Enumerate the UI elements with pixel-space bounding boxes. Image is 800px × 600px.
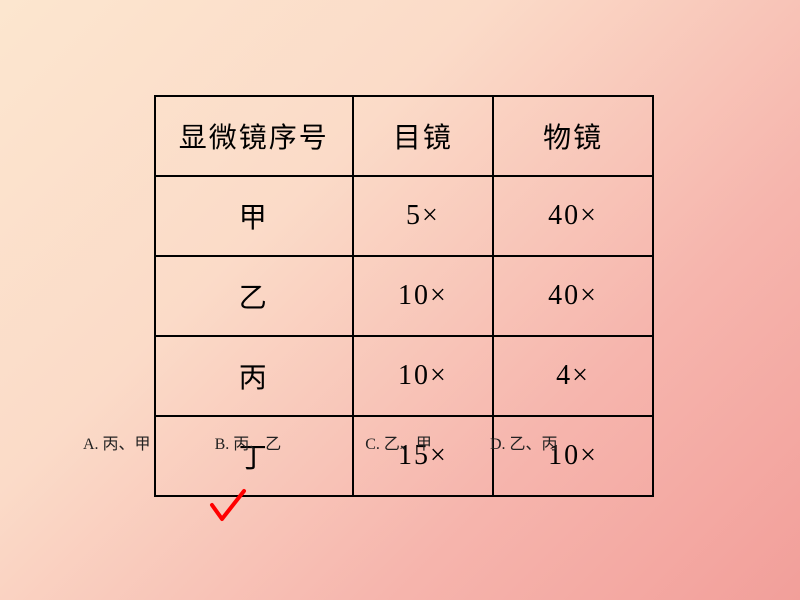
cell: 40× bbox=[493, 256, 653, 336]
table-row: 甲 5× 40× bbox=[155, 176, 653, 256]
checkmark-icon bbox=[208, 487, 248, 527]
cell: 15× bbox=[353, 416, 494, 496]
cell: 丙 bbox=[155, 336, 353, 416]
option-d: D. 乙、丙 bbox=[490, 430, 558, 454]
cell: 10× bbox=[493, 416, 653, 496]
table-row: 丁 15× 10× bbox=[155, 416, 653, 496]
header-cell: 显微镜序号 bbox=[155, 96, 353, 176]
option-b: B. 丙、乙 bbox=[215, 430, 282, 454]
cell: 10× bbox=[353, 256, 494, 336]
cell: 4× bbox=[493, 336, 653, 416]
header-cell: 物镜 bbox=[493, 96, 653, 176]
table-row: 丙 10× 4× bbox=[155, 336, 653, 416]
cell: 5× bbox=[353, 176, 494, 256]
table-row: 乙 10× 40× bbox=[155, 256, 653, 336]
answer-options: A. 丙、甲 B. 丙、乙 C. 乙、甲 D. 乙、丙 bbox=[83, 430, 723, 454]
option-c: C. 乙、甲 bbox=[365, 430, 432, 454]
cell: 甲 bbox=[155, 176, 353, 256]
cell: 乙 bbox=[155, 256, 353, 336]
table-row: 显微镜序号 目镜 物镜 bbox=[155, 96, 653, 176]
cell: 40× bbox=[493, 176, 653, 256]
option-a: A. 丙、甲 bbox=[83, 430, 151, 454]
cell: 10× bbox=[353, 336, 494, 416]
header-cell: 目镜 bbox=[353, 96, 494, 176]
cell: 丁 bbox=[155, 416, 353, 496]
